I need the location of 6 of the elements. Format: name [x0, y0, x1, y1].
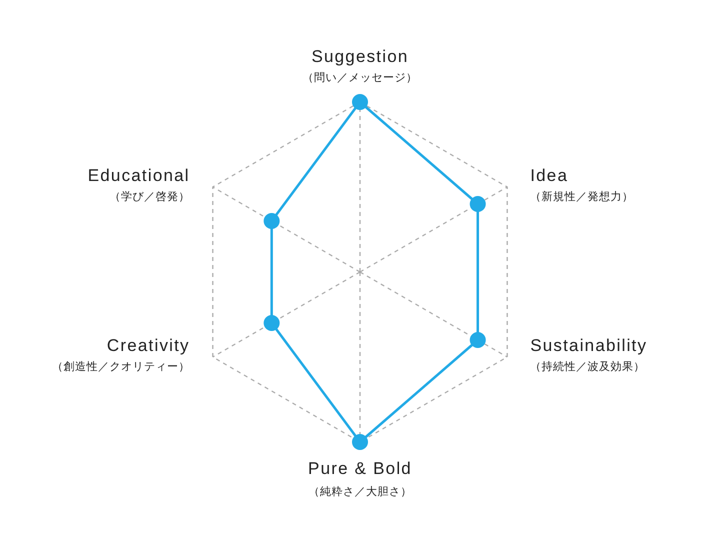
spoke-label: Idea （新規性／発想力） — [530, 166, 634, 203]
spoke-label: Educational （学び／啓発） — [88, 166, 190, 203]
spoke-label: Suggestion （問い／メッセージ） — [302, 47, 418, 84]
spoke-label: Creativity （創造性／クオリティー） — [52, 336, 190, 373]
spoke-label: Pure & Bold （純粋さ／大胆さ） — [308, 459, 412, 498]
spoke-label: Sustainability （持続性／波及効果） — [530, 336, 648, 373]
